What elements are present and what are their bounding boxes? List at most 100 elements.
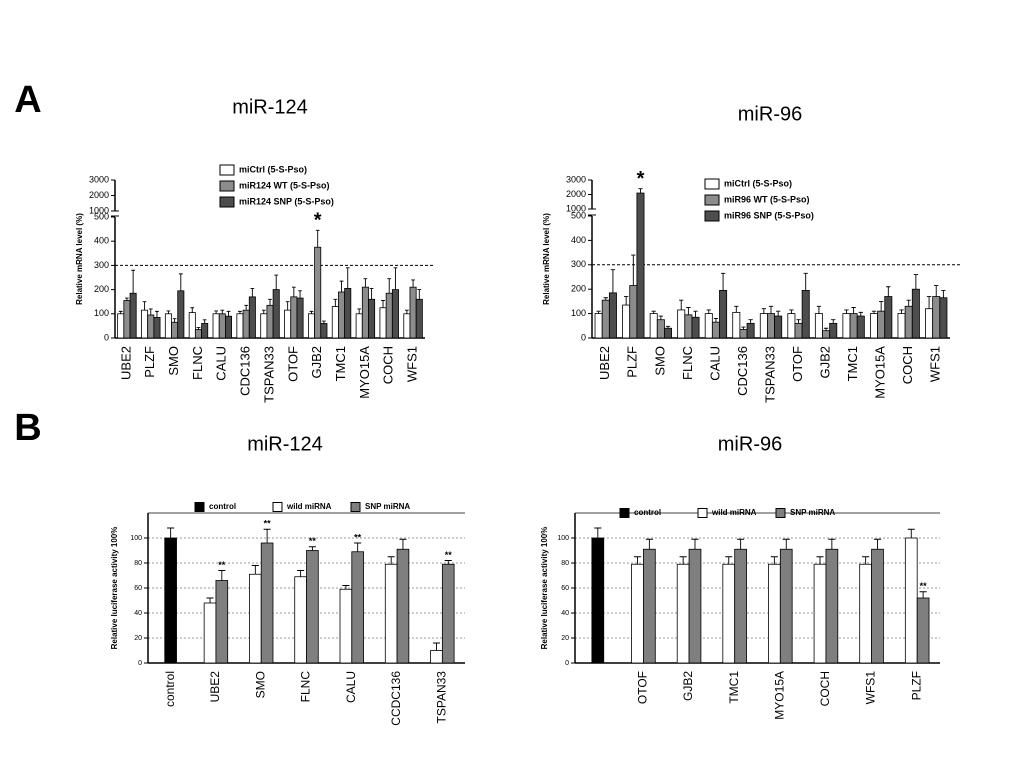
error-bar — [125, 297, 129, 301]
bar — [594, 313, 603, 339]
x-tick-label: TMC1 — [727, 671, 741, 704]
bar — [384, 563, 398, 664]
y-tick-label: 500 — [571, 210, 586, 220]
error-bar — [298, 290, 302, 299]
error-bar — [658, 315, 663, 320]
error-bar — [291, 286, 296, 297]
error-bar — [610, 269, 616, 293]
error-bar — [444, 560, 452, 565]
bar — [813, 563, 827, 664]
error-bar — [720, 272, 726, 291]
x-tick-label: MYO15A — [357, 346, 372, 399]
y-tick-label: 400 — [94, 236, 109, 246]
x-tick-label: UBE2 — [208, 671, 222, 703]
bar — [306, 550, 319, 664]
error-bar — [342, 585, 350, 590]
bar — [711, 321, 720, 339]
x-tick-label: SMO — [166, 346, 181, 376]
error-bar — [816, 305, 822, 314]
error-bar — [206, 597, 214, 603]
bar — [266, 304, 274, 339]
error-bar — [886, 286, 891, 297]
bar — [719, 290, 728, 339]
y-tick-label: 400 — [571, 235, 586, 245]
error-bar — [167, 527, 175, 538]
error-bar — [645, 538, 653, 550]
legend-swatch — [704, 178, 720, 190]
bar — [164, 313, 172, 339]
y-tick-label: 0 — [581, 332, 586, 342]
error-bar — [148, 308, 153, 316]
error-bar — [166, 310, 171, 314]
error-bar — [387, 278, 392, 294]
bar — [779, 548, 793, 664]
bar — [403, 313, 411, 339]
bar — [732, 311, 741, 339]
bar — [829, 322, 838, 339]
bar — [904, 537, 918, 664]
bar — [430, 650, 443, 664]
chart-title: miR-96 — [738, 103, 802, 125]
bar — [215, 580, 229, 664]
legend-swatch — [775, 508, 786, 518]
bar — [153, 317, 161, 339]
error-bar — [142, 301, 147, 311]
annotation: ** — [920, 581, 928, 591]
x-tick-label: OTOF — [790, 346, 805, 382]
bar — [691, 316, 700, 339]
y-tick-label: 500 — [94, 211, 109, 221]
x-tick-label: GJB2 — [818, 346, 833, 379]
legend-swatch — [619, 508, 630, 518]
bar — [415, 298, 423, 339]
error-bar — [782, 538, 790, 550]
annotation: ** — [354, 532, 362, 542]
x-tick-label: PLZF — [625, 346, 640, 378]
x-tick-label: PLZF — [909, 671, 923, 700]
y-tick-label: 60 — [561, 585, 569, 592]
error-bar — [873, 538, 882, 550]
bar — [355, 313, 363, 339]
error-bar — [603, 297, 608, 301]
bar — [622, 304, 631, 339]
bar — [129, 292, 137, 339]
error-bar — [713, 318, 719, 323]
bar — [441, 563, 455, 664]
bar — [814, 313, 823, 339]
bar — [649, 313, 658, 339]
bar — [704, 313, 713, 339]
error-bar — [734, 305, 739, 313]
y-tick-label: 3000 — [566, 174, 586, 184]
x-tick-label: WFS1 — [405, 346, 420, 382]
error-bar — [816, 556, 824, 565]
legend-label: miR96 SNP (5-S-Pso) — [724, 210, 814, 220]
bar — [188, 312, 196, 339]
y-tick-label: 2000 — [89, 190, 109, 200]
error-bar — [693, 310, 698, 318]
x-tick-label: CDC136 — [735, 346, 750, 396]
chart-title: miR-124 — [232, 96, 308, 118]
error-bar — [651, 310, 656, 314]
error-bar — [631, 254, 636, 286]
error-bar — [411, 279, 415, 288]
bar — [739, 329, 748, 339]
legend-label: SNP miRNA — [365, 502, 410, 511]
error-bar — [665, 325, 671, 329]
legend-label: miCtrl (5-S-Pso) — [724, 178, 792, 188]
bar — [591, 537, 605, 664]
error-bar — [899, 309, 904, 314]
error-bar — [748, 319, 753, 324]
x-tick-label: GJB2 — [681, 671, 695, 701]
error-bar — [387, 556, 395, 565]
bar — [339, 588, 353, 664]
bar — [194, 329, 202, 339]
error-bar — [220, 309, 225, 314]
error-bar — [363, 278, 368, 288]
bar — [141, 309, 149, 339]
bar — [676, 563, 690, 664]
error-bar — [862, 556, 870, 565]
error-bar — [679, 299, 684, 310]
error-bar — [871, 310, 877, 314]
error-bar — [941, 289, 946, 298]
bar — [631, 563, 644, 664]
bar — [236, 313, 244, 339]
